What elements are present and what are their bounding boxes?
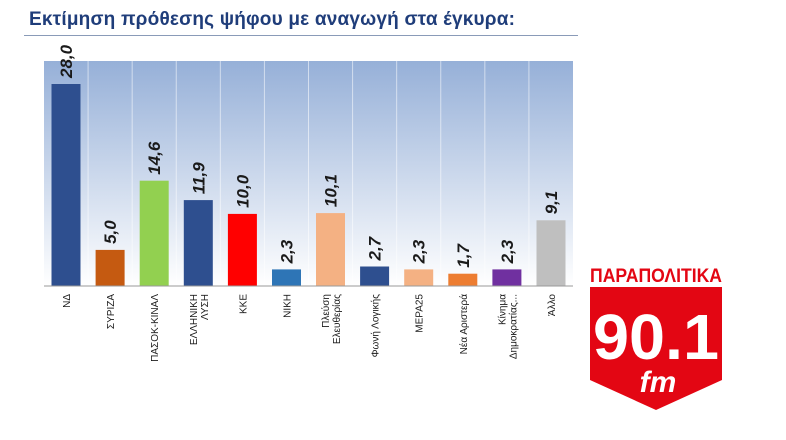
category-label: ΝΔ bbox=[62, 294, 73, 308]
category-label: Νέα Αριστερά bbox=[458, 294, 470, 355]
bar bbox=[95, 249, 125, 286]
data-label: 28,0 bbox=[57, 44, 76, 79]
chart-title: Εκτίμηση πρόθεσης ψήφου με αναγωγή στα έ… bbox=[29, 9, 516, 30]
data-label: 2,3 bbox=[278, 239, 297, 264]
data-label: 2,7 bbox=[366, 235, 385, 261]
bar bbox=[492, 269, 522, 286]
logo-shield bbox=[590, 287, 722, 410]
category-label: Φωνή Λογικής bbox=[370, 294, 382, 358]
category-label: ΠΑΣΟΚ-ΚΙΝΑΛ bbox=[150, 294, 161, 362]
bar bbox=[51, 84, 81, 286]
data-label: 5,0 bbox=[101, 220, 120, 244]
data-label: 2,3 bbox=[410, 239, 429, 264]
category-label: Άλλο bbox=[547, 294, 558, 317]
category-label: ΜΕΡΑ25 bbox=[415, 294, 426, 333]
bar bbox=[448, 273, 478, 286]
category-label: ΝΙΚΗ bbox=[283, 294, 294, 318]
bar bbox=[316, 213, 345, 286]
category-label: ΚίνημαΔημοκρατίας... bbox=[496, 294, 519, 359]
data-label: 14,6 bbox=[145, 141, 164, 175]
bar bbox=[360, 266, 390, 286]
data-label: 11,9 bbox=[189, 162, 208, 194]
logo-band: fm bbox=[640, 366, 677, 399]
logo-frequency: 90.1 bbox=[593, 301, 719, 373]
category-label: ΠλεύσηΕλευθερίας bbox=[320, 294, 343, 344]
bar bbox=[183, 200, 213, 286]
data-label: 2,3 bbox=[498, 239, 517, 264]
logo-brand: ΠΑΡΑΠΟΛΙΤΙΚΑ bbox=[590, 266, 722, 287]
bar bbox=[536, 220, 566, 286]
category-label: ΕΛΛΗΝΙΚΗΛΥΣΗ bbox=[189, 294, 211, 345]
data-label: 10,0 bbox=[233, 174, 252, 208]
parapolitika-logo: ΠΑΡΑΠΟΛΙΤΙΚΑ 90.1 fm bbox=[590, 266, 722, 410]
bar bbox=[404, 269, 434, 286]
category-label: ΣΥΡΙΖΑ bbox=[106, 294, 117, 329]
category-label: ΚΚΕ bbox=[238, 294, 249, 314]
data-label: 9,1 bbox=[542, 191, 561, 215]
title-divider bbox=[24, 35, 578, 36]
data-label: 10,1 bbox=[322, 174, 341, 207]
bar bbox=[139, 180, 169, 286]
bar bbox=[272, 269, 301, 286]
bar bbox=[227, 213, 257, 286]
data-label: 1,7 bbox=[454, 243, 473, 268]
